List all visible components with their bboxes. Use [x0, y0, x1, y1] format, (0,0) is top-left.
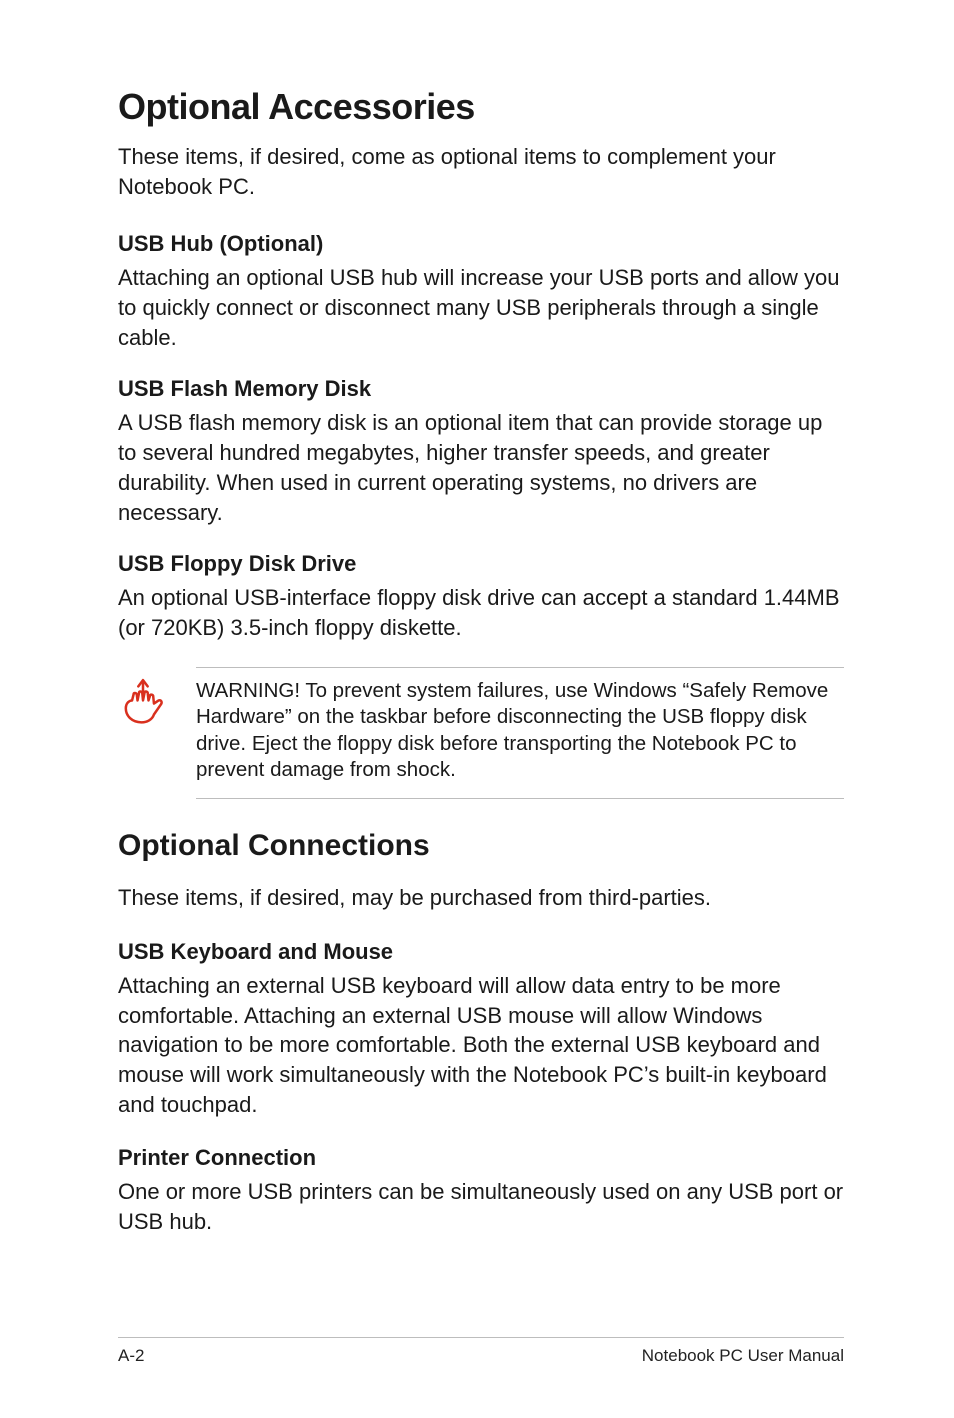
section-body: Attaching an external USB keyboard will …: [118, 971, 844, 1119]
section-body: An optional USB-interface floppy disk dr…: [118, 583, 844, 642]
page-footer: A-2 Notebook PC User Manual: [118, 1337, 844, 1366]
section-heading: USB Keyboard and Mouse: [118, 939, 844, 965]
page: Optional Accessories These items, if des…: [0, 0, 954, 1418]
section-body: One or more USB printers can be simultan…: [118, 1177, 844, 1236]
footer-manual-title: Notebook PC User Manual: [642, 1346, 844, 1366]
warning-hand-icon: [118, 667, 174, 800]
section-heading: USB Flash Memory Disk: [118, 376, 844, 402]
section-heading: Printer Connection: [118, 1145, 844, 1171]
section-heading: USB Hub (Optional): [118, 231, 844, 257]
section-body: Attaching an optional USB hub will incre…: [118, 263, 844, 352]
section-heading: USB Floppy Disk Drive: [118, 551, 844, 577]
page-title: Optional Accessories: [118, 86, 844, 128]
section-title: Optional Connections: [118, 829, 844, 863]
footer-page-number: A-2: [118, 1346, 144, 1366]
warning-text: WARNING! To prevent system failures, use…: [196, 667, 844, 800]
warning-block: WARNING! To prevent system failures, use…: [118, 667, 844, 800]
section-body: A USB flash memory disk is an optional i…: [118, 408, 844, 527]
intro-text: These items, if desired, may be purchase…: [118, 883, 844, 913]
intro-text: These items, if desired, come as optiona…: [118, 142, 844, 201]
